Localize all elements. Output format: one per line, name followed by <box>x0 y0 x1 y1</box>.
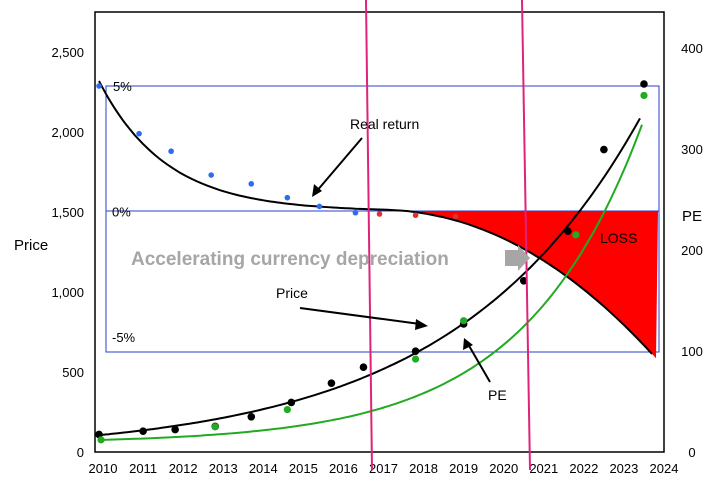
left-axis-title: Price <box>14 237 48 254</box>
price-point <box>640 80 648 88</box>
inset-tick-label: 0% <box>112 204 131 219</box>
real-return-label: Real return <box>350 116 419 132</box>
right-tick-label: 0 <box>688 445 695 460</box>
left-tick-label: 1,500 <box>51 205 84 220</box>
real-return-point <box>352 209 359 216</box>
left-tick-label: 1,000 <box>51 285 84 300</box>
pe-point <box>460 317 468 325</box>
price-arrowhead <box>415 319 428 330</box>
price-point <box>171 425 179 434</box>
right-axis-title: PE <box>682 208 702 225</box>
x-tick-label: 2011 <box>129 461 157 476</box>
left-tick-label: 2,500 <box>51 45 84 60</box>
x-tick-label: 2020 <box>489 461 518 476</box>
right-tick-label: 300 <box>681 142 703 157</box>
pe-point <box>97 436 105 444</box>
right-tick-label: 200 <box>681 243 703 258</box>
x-tick-label: 2012 <box>169 461 198 476</box>
x-axis-ticks: 2010 2011 2012 2013 2014 2015 2016 2017 2018 2019… <box>89 461 679 476</box>
inset-axis-ticks: 5% 0% -5% <box>112 79 136 345</box>
price-point <box>519 277 528 285</box>
real-return-point <box>376 211 383 217</box>
x-tick-label: 2024 <box>650 461 679 476</box>
banner-arrow <box>505 245 530 271</box>
x-tick-label: 2023 <box>609 461 638 476</box>
vertical-line-left <box>365 0 373 471</box>
right-tick-label: 100 <box>681 344 703 359</box>
real-return-arrow-line <box>315 137 363 193</box>
price-point <box>411 347 420 356</box>
real-return-point <box>136 130 142 137</box>
inset-frame <box>105 85 660 353</box>
loss-label: LOSS <box>600 230 637 246</box>
banner-text: Accelerating currency depreciation <box>131 249 449 270</box>
pe-point <box>411 355 420 363</box>
pe-point <box>283 405 291 414</box>
real-return-point <box>208 172 215 178</box>
pe-label: PE <box>488 387 507 403</box>
x-tick-label: 2019 <box>449 461 478 476</box>
price-label: Price <box>276 285 308 301</box>
price-point <box>359 363 368 372</box>
x-tick-label: 2015 <box>289 461 318 476</box>
price-point <box>600 145 608 154</box>
right-axis-ticks: 0 100 200 300 400 <box>681 41 703 460</box>
price-point <box>287 398 296 407</box>
price-curve <box>98 117 641 437</box>
pe-arrowhead <box>463 338 473 350</box>
pe-arrow-line <box>467 343 491 383</box>
loss-area <box>415 211 658 359</box>
price-point <box>564 227 572 235</box>
price-point <box>139 427 147 436</box>
left-tick-label: 500 <box>62 365 84 380</box>
real-return-point <box>412 212 419 219</box>
pe-point <box>572 231 580 239</box>
pe-point <box>211 423 219 431</box>
x-tick-label: 2017 <box>369 461 398 476</box>
price-point <box>327 379 336 388</box>
x-tick-label: 2013 <box>209 461 238 476</box>
real-return-point <box>284 194 291 201</box>
pe-point <box>640 91 648 100</box>
real-return-point <box>452 213 459 220</box>
x-tick-label: 2022 <box>569 461 598 476</box>
left-tick-label: 2,000 <box>51 125 84 140</box>
real-return-points <box>96 83 459 220</box>
real-return-point <box>168 148 174 155</box>
inset-tick-label: 5% <box>113 79 132 94</box>
price-arrow-line <box>299 307 421 325</box>
x-tick-label: 2021 <box>529 461 558 476</box>
x-tick-label: 2010 <box>89 461 118 476</box>
left-tick-label: 0 <box>77 445 84 460</box>
real-return-arrowhead <box>312 184 322 197</box>
pe-points <box>97 91 648 444</box>
real-return-point <box>248 181 255 187</box>
left-axis-ticks: 0 500 1,000 1,500 2,000 2,500 <box>51 45 84 460</box>
vertical-line-right <box>521 0 531 471</box>
real-return-point <box>96 83 102 89</box>
real-return-curve <box>98 80 653 355</box>
real-return-point <box>316 203 323 210</box>
right-tick-label: 400 <box>681 41 703 56</box>
price-point <box>247 413 256 421</box>
x-tick-label: 2014 <box>249 461 278 476</box>
x-tick-label: 2016 <box>329 461 358 476</box>
plot-frame <box>94 11 665 453</box>
x-tick-label: 2018 <box>409 461 438 476</box>
inset-tick-label: -5% <box>112 330 136 345</box>
